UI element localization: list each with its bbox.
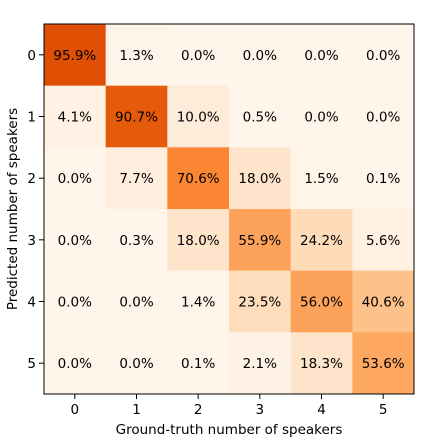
heatmap-cell: [290, 332, 353, 395]
heatmap-cell: [105, 85, 168, 148]
x-axis-ticks: 0 1 2 3 4 5: [71, 394, 388, 418]
y-tick-label: 1: [27, 110, 36, 126]
heatmap-cell: [352, 24, 415, 87]
x-tick-label: 4: [317, 402, 326, 418]
cell-value-label: 0.0%: [58, 171, 92, 187]
heatmap-cell: [229, 147, 292, 210]
x-tick-label: 3: [256, 402, 265, 418]
cell-value-label: 0.3%: [119, 233, 153, 249]
cell-value-label: 56.0%: [300, 295, 343, 311]
cell-value-label: 1.4%: [181, 295, 215, 311]
plot-frame: [43, 23, 415, 395]
heatmap-cell: [352, 270, 415, 333]
cell-value-label: 0.0%: [181, 48, 215, 64]
x-axis-label: Ground-truth number of speakers: [116, 422, 343, 438]
x-tick-label: 5: [379, 402, 388, 418]
heatmap-cell: [44, 147, 107, 210]
cell-value-label: 24.2%: [300, 233, 343, 249]
heatmap-cell: [105, 332, 168, 395]
heatmap-cell: [167, 209, 230, 272]
cell-value-label: 0.0%: [119, 295, 153, 311]
heatmap-cell: [352, 209, 415, 272]
heatmap-cell: [105, 270, 168, 333]
y-tick-label: 2: [27, 171, 36, 187]
heatmap-cell: [352, 332, 415, 395]
cell-value-label: 0.0%: [58, 356, 92, 372]
heatmap-cell: [105, 147, 168, 210]
cell-value-label: 18.0%: [238, 171, 281, 187]
cell-value-label: 0.0%: [119, 356, 153, 372]
y-tick-label: 0: [27, 48, 36, 64]
cell-value-label: 4.1%: [58, 110, 92, 126]
cell-value-label: 5.6%: [366, 233, 400, 249]
heatmap-cell: [167, 332, 230, 395]
cell-value-label: 0.5%: [243, 110, 277, 126]
heatmap-cell: [105, 209, 168, 272]
cell-value-label: 53.6%: [362, 356, 405, 372]
cell-value-label: 0.0%: [58, 233, 92, 249]
cell-value-label: 40.6%: [362, 295, 405, 311]
heatmap-cell-labels: 95.9% 1.3% 0.0% 0.0% 0.0% 0.0% 4.1% 90.7% 10.0% 0…: [53, 48, 404, 372]
cell-value-label: 0.0%: [366, 110, 400, 126]
y-tick-label: 3: [27, 233, 36, 249]
cell-value-label: 10.0%: [177, 110, 220, 126]
heatmap-cell: [229, 332, 292, 395]
cell-value-label: 0.0%: [58, 295, 92, 311]
heatmap-cell: [290, 270, 353, 333]
heatmap-cell: [44, 332, 107, 395]
heatmap-cell: [290, 85, 353, 148]
y-axis-label: Predicted number of speakers: [5, 108, 21, 310]
heatmap-cell: [229, 209, 292, 272]
cell-value-label: 0.0%: [366, 48, 400, 64]
x-tick-label: 2: [194, 402, 203, 418]
cell-value-label: 70.6%: [177, 171, 220, 187]
cell-value-label: 23.5%: [238, 295, 281, 311]
y-axis-ticks: 0 1 2 3 4 5: [27, 48, 44, 372]
heatmap-cell: [229, 270, 292, 333]
heatmap-cell: [290, 24, 353, 87]
cell-value-label: 0.0%: [304, 110, 338, 126]
heatmap-cell: [44, 85, 107, 148]
heatmap-cell: [167, 85, 230, 148]
heatmap-cell: [229, 85, 292, 148]
cell-value-label: 18.0%: [177, 233, 220, 249]
cell-value-label: 1.3%: [119, 48, 153, 64]
heatmap-cell: [44, 209, 107, 272]
heatmap-cell: [167, 270, 230, 333]
cell-value-label: 55.9%: [238, 233, 281, 249]
cell-value-label: 95.9%: [53, 48, 96, 64]
cell-value-label: 18.3%: [300, 356, 343, 372]
heatmap-cell: [167, 24, 230, 87]
heatmap-cell: [44, 24, 107, 87]
heatmap-cell: [352, 147, 415, 210]
cell-value-label: 2.1%: [243, 356, 277, 372]
x-tick-label: 1: [132, 402, 141, 418]
y-tick-label: 4: [27, 295, 36, 311]
cell-value-label: 0.0%: [243, 48, 277, 64]
cell-value-label: 0.1%: [366, 171, 400, 187]
heatmap-cell: [290, 147, 353, 210]
heatmap-cell: [44, 270, 107, 333]
heatmap-cell: [167, 147, 230, 210]
cell-value-label: 90.7%: [115, 110, 158, 126]
heatmap-cell: [352, 85, 415, 148]
heatmap-cell: [290, 209, 353, 272]
cell-value-label: 0.0%: [304, 48, 338, 64]
x-tick-label: 0: [71, 402, 80, 418]
cell-value-label: 0.1%: [181, 356, 215, 372]
heatmap-cell: [105, 24, 168, 87]
heatmap-cell: [229, 24, 292, 87]
heatmap-cells: [44, 24, 415, 395]
cell-value-label: 1.5%: [304, 171, 338, 187]
cell-value-label: 7.7%: [119, 171, 153, 187]
y-tick-label: 5: [27, 356, 36, 372]
